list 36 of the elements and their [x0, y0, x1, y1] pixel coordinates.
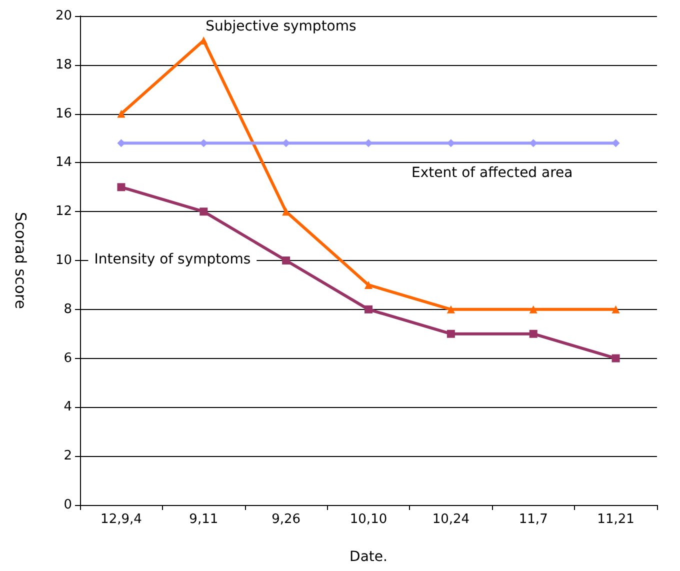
point	[200, 208, 208, 216]
x-tick-label: 11,7	[518, 512, 548, 527]
point	[612, 305, 620, 314]
x-tick-label: 11,21	[597, 512, 634, 527]
y-tick-label: 18	[55, 57, 72, 72]
series-label: Intensity of symptoms	[94, 251, 251, 268]
x-axis-title: Date.	[350, 549, 388, 565]
point	[364, 280, 372, 289]
point	[364, 305, 372, 314]
point	[529, 305, 538, 314]
y-tick-label: 12	[55, 204, 72, 220]
x-tick-label: 10,24	[432, 512, 470, 527]
point	[529, 330, 538, 338]
point	[364, 139, 372, 148]
x-tick-label: 9,26	[272, 512, 301, 527]
point	[612, 354, 620, 362]
y-tick-label: 8	[64, 302, 72, 317]
x-tick-label: 9,11	[189, 512, 218, 527]
y-tick-label: 16	[55, 106, 72, 122]
x-tick-label: 10,10	[350, 512, 388, 527]
y-tick-label: 10	[55, 253, 72, 268]
series-label: Subjective symptoms	[206, 18, 356, 34]
series-label: Extent of affected area	[412, 165, 573, 182]
point	[117, 183, 126, 192]
y-tick-label: 20	[55, 8, 72, 24]
point	[446, 305, 455, 314]
y-tick-label: 4	[64, 400, 72, 415]
x-tick-label: 12,9,4	[100, 512, 142, 527]
point	[446, 330, 455, 338]
point	[282, 256, 290, 264]
y-tick-label: 6	[64, 350, 72, 366]
y-tick-label: 2	[64, 448, 72, 464]
y-tick-label: 14	[55, 155, 72, 170]
y-tick-label: 0	[64, 498, 72, 512]
y-axis-title: Scorad score	[12, 212, 30, 309]
point	[117, 110, 126, 118]
